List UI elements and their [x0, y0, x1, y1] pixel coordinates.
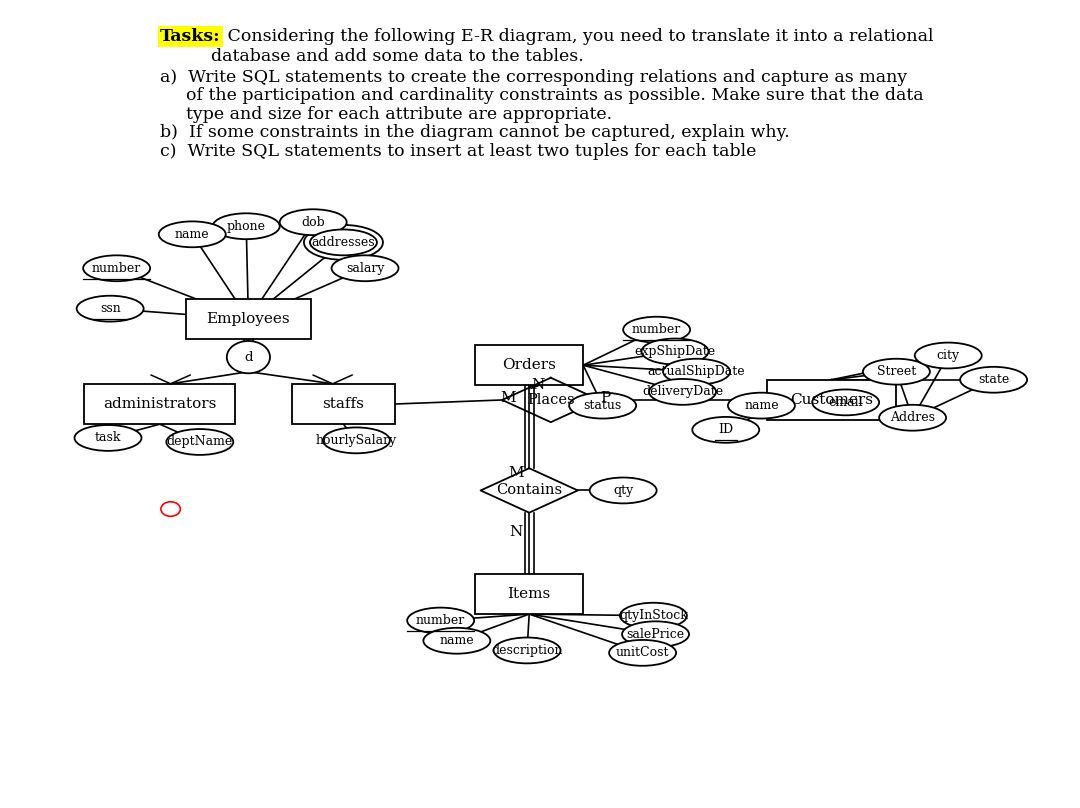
Text: Orders: Orders — [502, 358, 556, 372]
Text: Considering the following E-R diagram, you need to translate it into a relationa: Considering the following E-R diagram, y… — [222, 28, 934, 45]
Ellipse shape — [569, 393, 636, 419]
Ellipse shape — [879, 405, 946, 431]
Text: email: email — [828, 396, 863, 409]
Ellipse shape — [280, 209, 347, 235]
Text: database and add some data to the tables.: database and add some data to the tables… — [211, 48, 583, 65]
Ellipse shape — [494, 638, 561, 663]
FancyBboxPatch shape — [187, 299, 311, 339]
FancyBboxPatch shape — [84, 384, 235, 424]
Text: administrators: administrators — [104, 397, 216, 411]
Ellipse shape — [622, 621, 689, 647]
Text: b)  If some constraints in the diagram cannot be captured, explain why.: b) If some constraints in the diagram ca… — [160, 124, 789, 141]
Text: ssn: ssn — [99, 302, 121, 315]
Text: hourlySalary: hourlySalary — [315, 434, 397, 447]
Text: description: description — [491, 644, 563, 657]
Ellipse shape — [812, 389, 879, 415]
Ellipse shape — [642, 339, 708, 364]
Text: unitCost: unitCost — [616, 646, 670, 659]
Text: salary: salary — [346, 262, 384, 275]
Text: P: P — [599, 390, 610, 405]
Ellipse shape — [915, 343, 982, 368]
Text: ID: ID — [718, 423, 733, 436]
Text: task: task — [95, 431, 121, 444]
Text: dob: dob — [301, 216, 325, 229]
Text: qty: qty — [613, 484, 633, 497]
Ellipse shape — [75, 425, 141, 451]
Text: number: number — [632, 323, 681, 336]
Ellipse shape — [159, 221, 226, 247]
Text: number: number — [92, 262, 141, 275]
Text: state: state — [978, 373, 1009, 386]
Text: addresses: addresses — [312, 236, 375, 249]
Text: M: M — [509, 465, 524, 480]
Ellipse shape — [609, 640, 676, 666]
Text: c)  Write SQL statements to insert at least two tuples for each table: c) Write SQL statements to insert at lea… — [160, 143, 756, 160]
Text: salePrice: salePrice — [626, 628, 685, 641]
Ellipse shape — [423, 628, 490, 654]
Text: N: N — [531, 378, 544, 393]
Text: Customers: Customers — [791, 393, 873, 407]
Text: Contains: Contains — [496, 483, 563, 498]
Text: a)  Write SQL statements to create the corresponding relations and capture as ma: a) Write SQL statements to create the co… — [160, 69, 907, 86]
Text: qtyInStock: qtyInStock — [619, 609, 688, 622]
Text: deliveryDate: deliveryDate — [642, 385, 724, 398]
Circle shape — [161, 502, 180, 516]
Text: Tasks:: Tasks: — [160, 28, 220, 45]
Ellipse shape — [620, 603, 687, 629]
FancyBboxPatch shape — [475, 345, 583, 385]
Ellipse shape — [863, 359, 930, 385]
Ellipse shape — [310, 229, 377, 255]
Text: phone: phone — [227, 220, 266, 233]
Text: Street: Street — [877, 365, 916, 378]
FancyBboxPatch shape — [767, 380, 896, 420]
Text: actualShipDate: actualShipDate — [648, 365, 745, 378]
Text: number: number — [416, 614, 465, 627]
FancyBboxPatch shape — [293, 384, 395, 424]
Text: name: name — [744, 399, 779, 412]
Ellipse shape — [166, 429, 233, 455]
Ellipse shape — [649, 379, 716, 405]
Text: name: name — [440, 634, 474, 647]
Ellipse shape — [960, 367, 1027, 393]
Text: Places: Places — [527, 393, 575, 407]
Text: Items: Items — [508, 587, 551, 601]
Text: status: status — [583, 399, 622, 412]
Ellipse shape — [590, 478, 657, 503]
Text: name: name — [175, 228, 210, 241]
Text: staffs: staffs — [323, 397, 364, 411]
Ellipse shape — [407, 608, 474, 633]
Text: city: city — [936, 349, 960, 362]
Ellipse shape — [83, 255, 150, 281]
Text: deptName: deptName — [166, 436, 233, 448]
Ellipse shape — [332, 255, 399, 281]
Text: d: d — [244, 351, 253, 364]
Text: type and size for each attribute are appropriate.: type and size for each attribute are app… — [186, 106, 612, 123]
Text: M: M — [500, 390, 515, 405]
Ellipse shape — [213, 213, 280, 239]
Text: Addres: Addres — [890, 411, 935, 424]
Circle shape — [227, 341, 270, 373]
Ellipse shape — [623, 317, 690, 343]
Text: of the participation and cardinality constraints as possible. Make sure that the: of the participation and cardinality con… — [186, 87, 923, 104]
Ellipse shape — [728, 393, 795, 419]
Text: N: N — [510, 524, 523, 539]
FancyBboxPatch shape — [475, 574, 583, 614]
Text: expShipDate: expShipDate — [634, 345, 716, 358]
Ellipse shape — [692, 417, 759, 443]
Ellipse shape — [323, 427, 390, 453]
Ellipse shape — [663, 359, 730, 385]
Ellipse shape — [77, 296, 144, 322]
Text: Employees: Employees — [206, 312, 291, 326]
Ellipse shape — [303, 225, 383, 260]
